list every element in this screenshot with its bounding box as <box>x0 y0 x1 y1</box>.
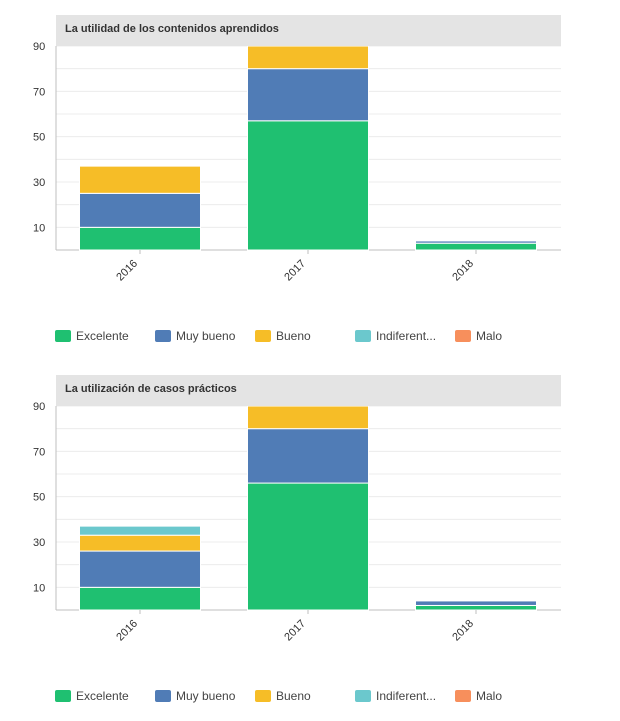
legend-item[interactable]: Excelente <box>55 327 129 345</box>
bar-segment[interactable] <box>247 45 369 70</box>
legend-swatch <box>55 690 71 702</box>
bar-segment[interactable] <box>415 240 537 244</box>
legend-label: Bueno <box>276 689 311 703</box>
x-tick-label: 2018 <box>450 618 476 644</box>
legend-item[interactable]: Indiferent... <box>355 687 436 705</box>
legend-swatch <box>455 330 471 342</box>
legend-item[interactable]: Malo <box>455 327 502 345</box>
bar-segment[interactable] <box>247 482 369 611</box>
y-tick-label: 30 <box>33 177 45 189</box>
chart-title-bar: La utilización de casos prácticos <box>56 375 561 406</box>
legend-label: Indiferent... <box>376 329 437 343</box>
legend-swatch <box>155 690 171 702</box>
bar-segment[interactable] <box>247 428 369 484</box>
bar-segment[interactable] <box>79 165 201 194</box>
legend-label: Indiferent... <box>376 689 437 703</box>
chart-plot-area: 10 30 50 70 90 2016 2017 2018 <box>33 401 561 644</box>
chart-title: La utilidad de los contenidos aprendidos <box>65 23 279 35</box>
chart-legend: Excelente Muy bueno Bueno Indiferent... Malo <box>55 687 615 707</box>
bar-segment[interactable] <box>247 405 369 430</box>
legend-swatch <box>55 330 71 342</box>
legend-label: Malo <box>476 329 503 343</box>
x-tick-label: 2017 <box>282 258 308 284</box>
legend-label: Muy bueno <box>176 329 236 343</box>
chart-legend: Excelente Muy bueno Bueno Indiferent... Malo <box>55 327 615 347</box>
y-tick-label: 30 <box>33 537 45 549</box>
bar-segment[interactable] <box>79 550 201 588</box>
legend-swatch <box>355 330 371 342</box>
legend-swatch <box>155 330 171 342</box>
legend-swatch <box>455 690 471 702</box>
x-tick-label: 2016 <box>114 618 140 644</box>
legend-swatch <box>355 690 371 702</box>
legend-item[interactable]: Muy bueno <box>155 687 235 705</box>
legend-swatch <box>255 690 271 702</box>
legend-label: Bueno <box>276 329 311 343</box>
legend-label: Malo <box>476 689 503 703</box>
chart-title: La utilización de casos prácticos <box>65 383 237 395</box>
x-tick-label: 2018 <box>450 258 476 284</box>
legend-item[interactable]: Muy bueno <box>155 327 235 345</box>
y-tick-label: 10 <box>33 582 45 594</box>
legend-label: Excelente <box>76 329 129 343</box>
legend-item[interactable]: Malo <box>455 687 502 705</box>
legend-item[interactable]: Bueno <box>255 327 311 345</box>
legend-item[interactable]: Excelente <box>55 687 129 705</box>
y-tick-label: 50 <box>33 492 45 504</box>
x-tick-label: 2017 <box>282 618 308 644</box>
chart-panel-utilidad: 10 30 50 70 90 2016 2017 2018 La utilidad de lo… <box>0 0 620 360</box>
bar-segment[interactable] <box>247 120 369 251</box>
chart-panel-casos-practicos: 10 30 50 70 90 2016 2017 2018 La utilización de… <box>0 360 620 720</box>
legend-item[interactable]: Bueno <box>255 687 311 705</box>
legend-swatch <box>255 330 271 342</box>
bar-segment[interactable] <box>415 604 537 611</box>
x-tick-label: 2016 <box>114 258 140 284</box>
y-tick-label: 10 <box>33 222 45 234</box>
chart-plot-area: 10 30 50 70 90 2016 2017 2018 <box>33 41 561 284</box>
bar-segment[interactable] <box>79 226 201 251</box>
y-tick-label: 70 <box>33 86 45 98</box>
legend-label: Excelente <box>76 689 129 703</box>
y-tick-label: 90 <box>33 41 45 53</box>
legend-item[interactable]: Indiferent... <box>355 327 436 345</box>
bar-segment[interactable] <box>415 600 537 606</box>
legend-label: Muy bueno <box>176 689 236 703</box>
bar-segment[interactable] <box>247 68 369 122</box>
bar-segment[interactable] <box>79 586 201 611</box>
y-tick-label: 50 <box>33 132 45 144</box>
bar-segment[interactable] <box>79 534 201 552</box>
chart-title-bar: La utilidad de los contenidos aprendidos <box>56 15 561 46</box>
bar-segment[interactable] <box>79 525 201 536</box>
y-tick-label: 90 <box>33 401 45 413</box>
bar-segment[interactable] <box>415 242 537 251</box>
y-tick-label: 70 <box>33 446 45 458</box>
bar-segment[interactable] <box>79 192 201 228</box>
